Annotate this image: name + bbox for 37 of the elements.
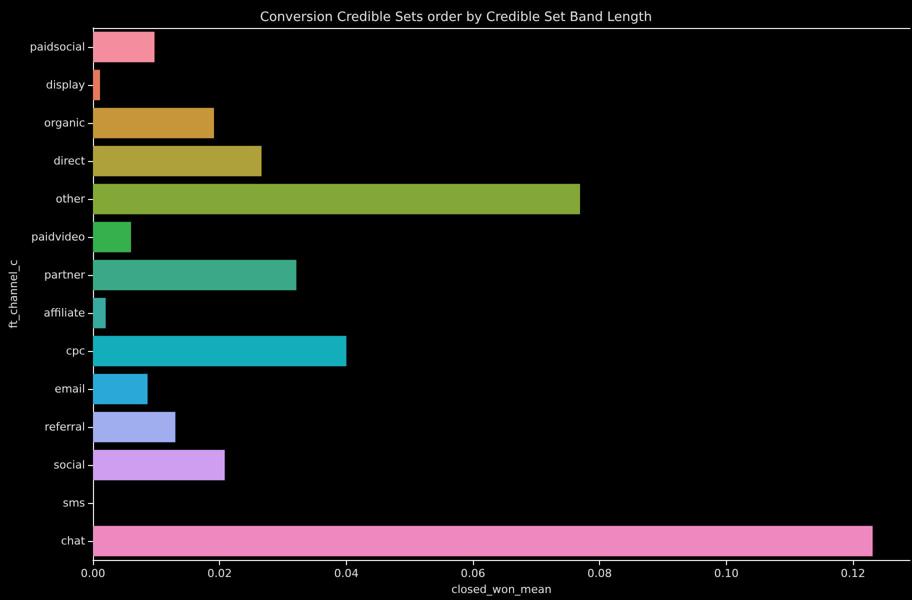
bar: [93, 412, 176, 442]
bar: [93, 32, 154, 62]
y-tick-label: social: [54, 458, 86, 472]
bar: [93, 108, 214, 138]
y-tick-label: display: [46, 78, 86, 92]
chart-title: Conversion Credible Sets order by Credible Set Band Length: [260, 10, 652, 25]
x-axis-title: closed_won_mean: [451, 583, 552, 596]
bar: [93, 450, 225, 480]
y-tick-label: paidvideo: [31, 230, 86, 244]
y-tick-label: sms: [62, 496, 86, 510]
y-tick-label: affiliate: [44, 306, 86, 320]
bar: [93, 70, 100, 100]
bar: [93, 260, 296, 290]
y-tick-label: cpc: [66, 344, 86, 358]
x-tick-label: 0.10: [714, 567, 739, 580]
y-tick-label: email: [54, 382, 86, 396]
bar: [93, 336, 346, 366]
bar: [93, 526, 873, 556]
y-tick-label: chat: [60, 534, 86, 548]
x-tick-label: 0.00: [80, 567, 106, 580]
bar: [93, 298, 106, 328]
x-tick-label: 0.08: [587, 567, 612, 580]
bar: [93, 146, 262, 176]
y-tick-label: direct: [54, 154, 86, 168]
y-tick-label: organic: [44, 116, 86, 130]
x-tick-label: 0.02: [207, 567, 232, 580]
y-axis-title: ft_channel_c: [7, 260, 20, 328]
y-tick-label: other: [56, 192, 86, 206]
bar: [93, 222, 132, 252]
bar: [93, 184, 580, 214]
y-tick-label: referral: [44, 420, 86, 434]
x-tick-label: 0.12: [840, 567, 866, 580]
y-tick-label: partner: [44, 268, 86, 282]
bar: [93, 374, 148, 404]
y-tick-label: paidsocial: [30, 40, 86, 54]
x-tick-label: 0.06: [460, 567, 486, 580]
x-tick-label: 0.04: [334, 567, 359, 580]
